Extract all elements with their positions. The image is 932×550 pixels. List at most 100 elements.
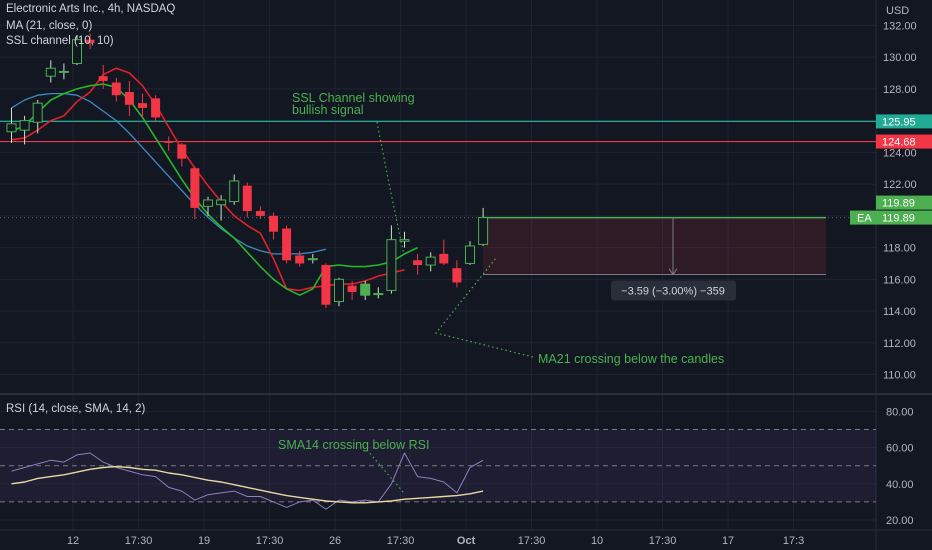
candle — [6, 107, 17, 143]
time-tick-label: 17:3 — [783, 535, 804, 547]
time-tick-label: 19 — [198, 535, 210, 547]
currency-label: USD — [886, 5, 909, 17]
candle-body-bear — [321, 265, 331, 305]
candle — [85, 33, 95, 50]
candle-body-bear — [177, 144, 187, 159]
time-tick-label: 17 — [722, 535, 734, 547]
level-tag-teal: 125.95 — [876, 114, 932, 129]
candle-body-bear — [347, 285, 357, 293]
candle-body-bull — [58, 70, 69, 73]
measure-label: −3.59 (−3.00%) −359 — [611, 280, 736, 301]
time-tick-label: Oct — [457, 535, 476, 547]
candle-body-bear — [138, 103, 147, 108]
candle — [386, 225, 397, 294]
candle — [98, 65, 108, 89]
candle-body-bear — [98, 76, 108, 81]
candle-body-bear — [190, 168, 200, 208]
candle-body-bear — [452, 268, 462, 283]
candle-body-bear — [242, 185, 252, 212]
measure-arrow-head — [668, 268, 678, 276]
candle-body-bear — [255, 211, 265, 216]
candle — [321, 263, 331, 308]
candle — [295, 250, 305, 267]
candle-body-bear — [295, 255, 305, 264]
candle — [19, 115, 30, 145]
candle-body-bull — [307, 258, 318, 261]
time-tick-label: 17:30 — [387, 535, 415, 547]
ssl-up-line — [11, 83, 418, 297]
candle — [439, 239, 449, 266]
rsi-line — [11, 452, 484, 510]
current-price-tag-bg — [876, 210, 932, 225]
ma-legend: MA (21, close, 0) — [6, 20, 93, 32]
candle — [229, 174, 240, 205]
ssl-annotation-line1: SSL Channel showing — [292, 91, 415, 105]
candle — [373, 287, 384, 299]
current-price-tag-upper-bg — [876, 195, 932, 210]
level-tag-red-text: 124.68 — [882, 137, 916, 149]
price-tick-label: 130.00 — [883, 52, 917, 64]
time-tick-label: 26 — [329, 535, 341, 547]
candle-body-bull-filled — [360, 284, 370, 296]
price-tick-label: 112.00 — [883, 338, 916, 350]
price-tick-label: 110.00 — [883, 370, 916, 382]
candle — [32, 99, 43, 134]
symbol-legend: Electronic Arts Inc., 4h, NASDAQ — [6, 3, 176, 15]
candle — [151, 95, 161, 123]
candle — [282, 225, 292, 264]
rsi-band — [0, 429, 876, 502]
candle — [452, 260, 462, 288]
level-tag-teal-text: 125.95 — [882, 116, 916, 128]
candle — [465, 241, 475, 266]
candle-body-bull — [425, 256, 436, 266]
time-tick-label: 10 — [591, 535, 603, 547]
candle — [334, 277, 344, 307]
candle-body-bull — [229, 180, 240, 203]
time-tick-label: 17:30 — [649, 535, 677, 547]
price-tick-label: 132.00 — [883, 20, 917, 32]
rsi-sma-line — [11, 465, 484, 504]
candle — [269, 212, 278, 240]
current-price-tag-upper-text: 119.89 — [882, 198, 915, 210]
symbol-tag-text: EA — [857, 213, 872, 225]
candle-body-bull — [45, 67, 56, 77]
current-price-tag-upper: 119.89 — [876, 195, 932, 210]
candle — [45, 60, 56, 83]
ssl-annotation-line2: bullish signal — [292, 103, 364, 117]
ssl-annotation-arrow — [376, 121, 405, 256]
current-price-tag-text: 119.89 — [882, 213, 915, 225]
candle-body-bull — [399, 239, 410, 242]
candle — [413, 253, 423, 275]
candle-body-bull — [216, 199, 227, 206]
rsi-legend: RSI (14, close, SMA, 14, 2) — [6, 403, 146, 415]
candle — [177, 142, 187, 167]
level-tag-red: 124.68 — [876, 134, 932, 149]
candle-body-bull — [19, 120, 30, 131]
candle — [58, 63, 69, 80]
level-tag-teal-bg — [876, 114, 932, 129]
candle-body-bull — [334, 278, 344, 303]
candle-body-bull — [386, 239, 397, 291]
candle — [255, 206, 265, 220]
price-tick-label: 118.00 — [883, 243, 916, 255]
candle-body-bear — [85, 39, 95, 43]
candle — [138, 93, 147, 118]
candle — [425, 252, 436, 272]
candle — [190, 166, 200, 220]
candle-body-bull — [72, 39, 82, 64]
candle — [216, 195, 227, 221]
time-tick-label: 12 — [67, 535, 79, 547]
candle-body-bull — [478, 217, 489, 245]
candle — [124, 80, 134, 116]
rsi-tick-label: 20.00 — [886, 515, 914, 527]
candle-body-bear — [164, 141, 174, 143]
candle-body-bull — [203, 199, 213, 207]
candle — [203, 196, 213, 216]
ssl-legend: SSL channel (10, 10) — [6, 35, 114, 47]
candle-body-bull — [32, 102, 43, 123]
candle-body-bear — [439, 253, 449, 264]
candle-body-bear — [282, 228, 292, 261]
candle — [307, 253, 318, 264]
price-tick-label: 124.00 — [883, 147, 917, 159]
